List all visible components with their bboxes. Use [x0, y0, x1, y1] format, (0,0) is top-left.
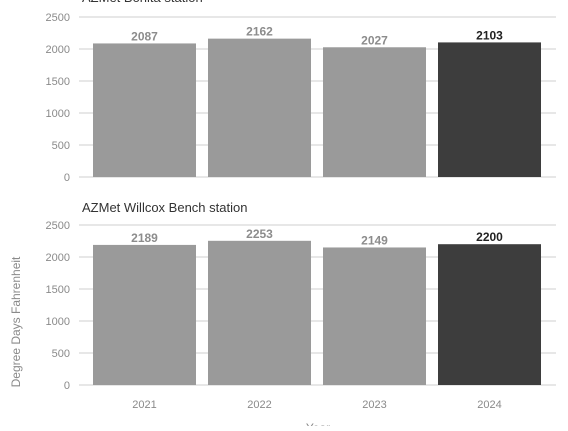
bar-2023 [323, 247, 426, 385]
y-tick-label: 0 [64, 380, 70, 392]
y-tick-label: 0 [64, 172, 70, 184]
bar-value-label: 2189 [131, 231, 158, 245]
x-tick-label: 2021 [132, 399, 156, 411]
x-tick-label: 2022 [247, 399, 271, 411]
x-axis-label: Year [306, 421, 330, 426]
bar-2022 [208, 38, 311, 177]
bar-value-label: 2253 [246, 227, 273, 241]
y-tick-label: 2500 [46, 220, 70, 232]
bar-value-label: 2200 [476, 230, 503, 244]
y-tick-label: 2500 [46, 12, 70, 24]
y-tick-label: 1000 [46, 316, 70, 328]
y-axis-label: Degree Days Fahrenheit [9, 256, 23, 387]
y-tick-label: 500 [52, 140, 70, 152]
y-tick-label: 2000 [46, 252, 70, 264]
bar-2024 [438, 244, 541, 385]
bar-2023 [323, 47, 426, 177]
panel-title: AZMet Willcox Bench station [82, 200, 247, 215]
x-tick-label: 2023 [362, 399, 386, 411]
y-tick-label: 1500 [46, 76, 70, 88]
x-tick-label: 2024 [477, 399, 501, 411]
y-tick-label: 1000 [46, 108, 70, 120]
bar-value-label: 2087 [131, 29, 158, 43]
bar-2024 [438, 42, 541, 177]
bar-value-label: 2027 [361, 33, 388, 47]
y-tick-label: 500 [52, 348, 70, 360]
bar-2021 [93, 43, 196, 177]
panel-title: AZMet Bonita station [82, 0, 203, 5]
bar-2022 [208, 240, 311, 385]
bar-2021 [93, 244, 196, 385]
y-tick-label: 2000 [46, 44, 70, 56]
bar-value-label: 2149 [361, 233, 388, 247]
bar-value-label: 2162 [246, 25, 273, 39]
y-tick-label: 1500 [46, 284, 70, 296]
bar-value-label: 2103 [476, 28, 503, 42]
